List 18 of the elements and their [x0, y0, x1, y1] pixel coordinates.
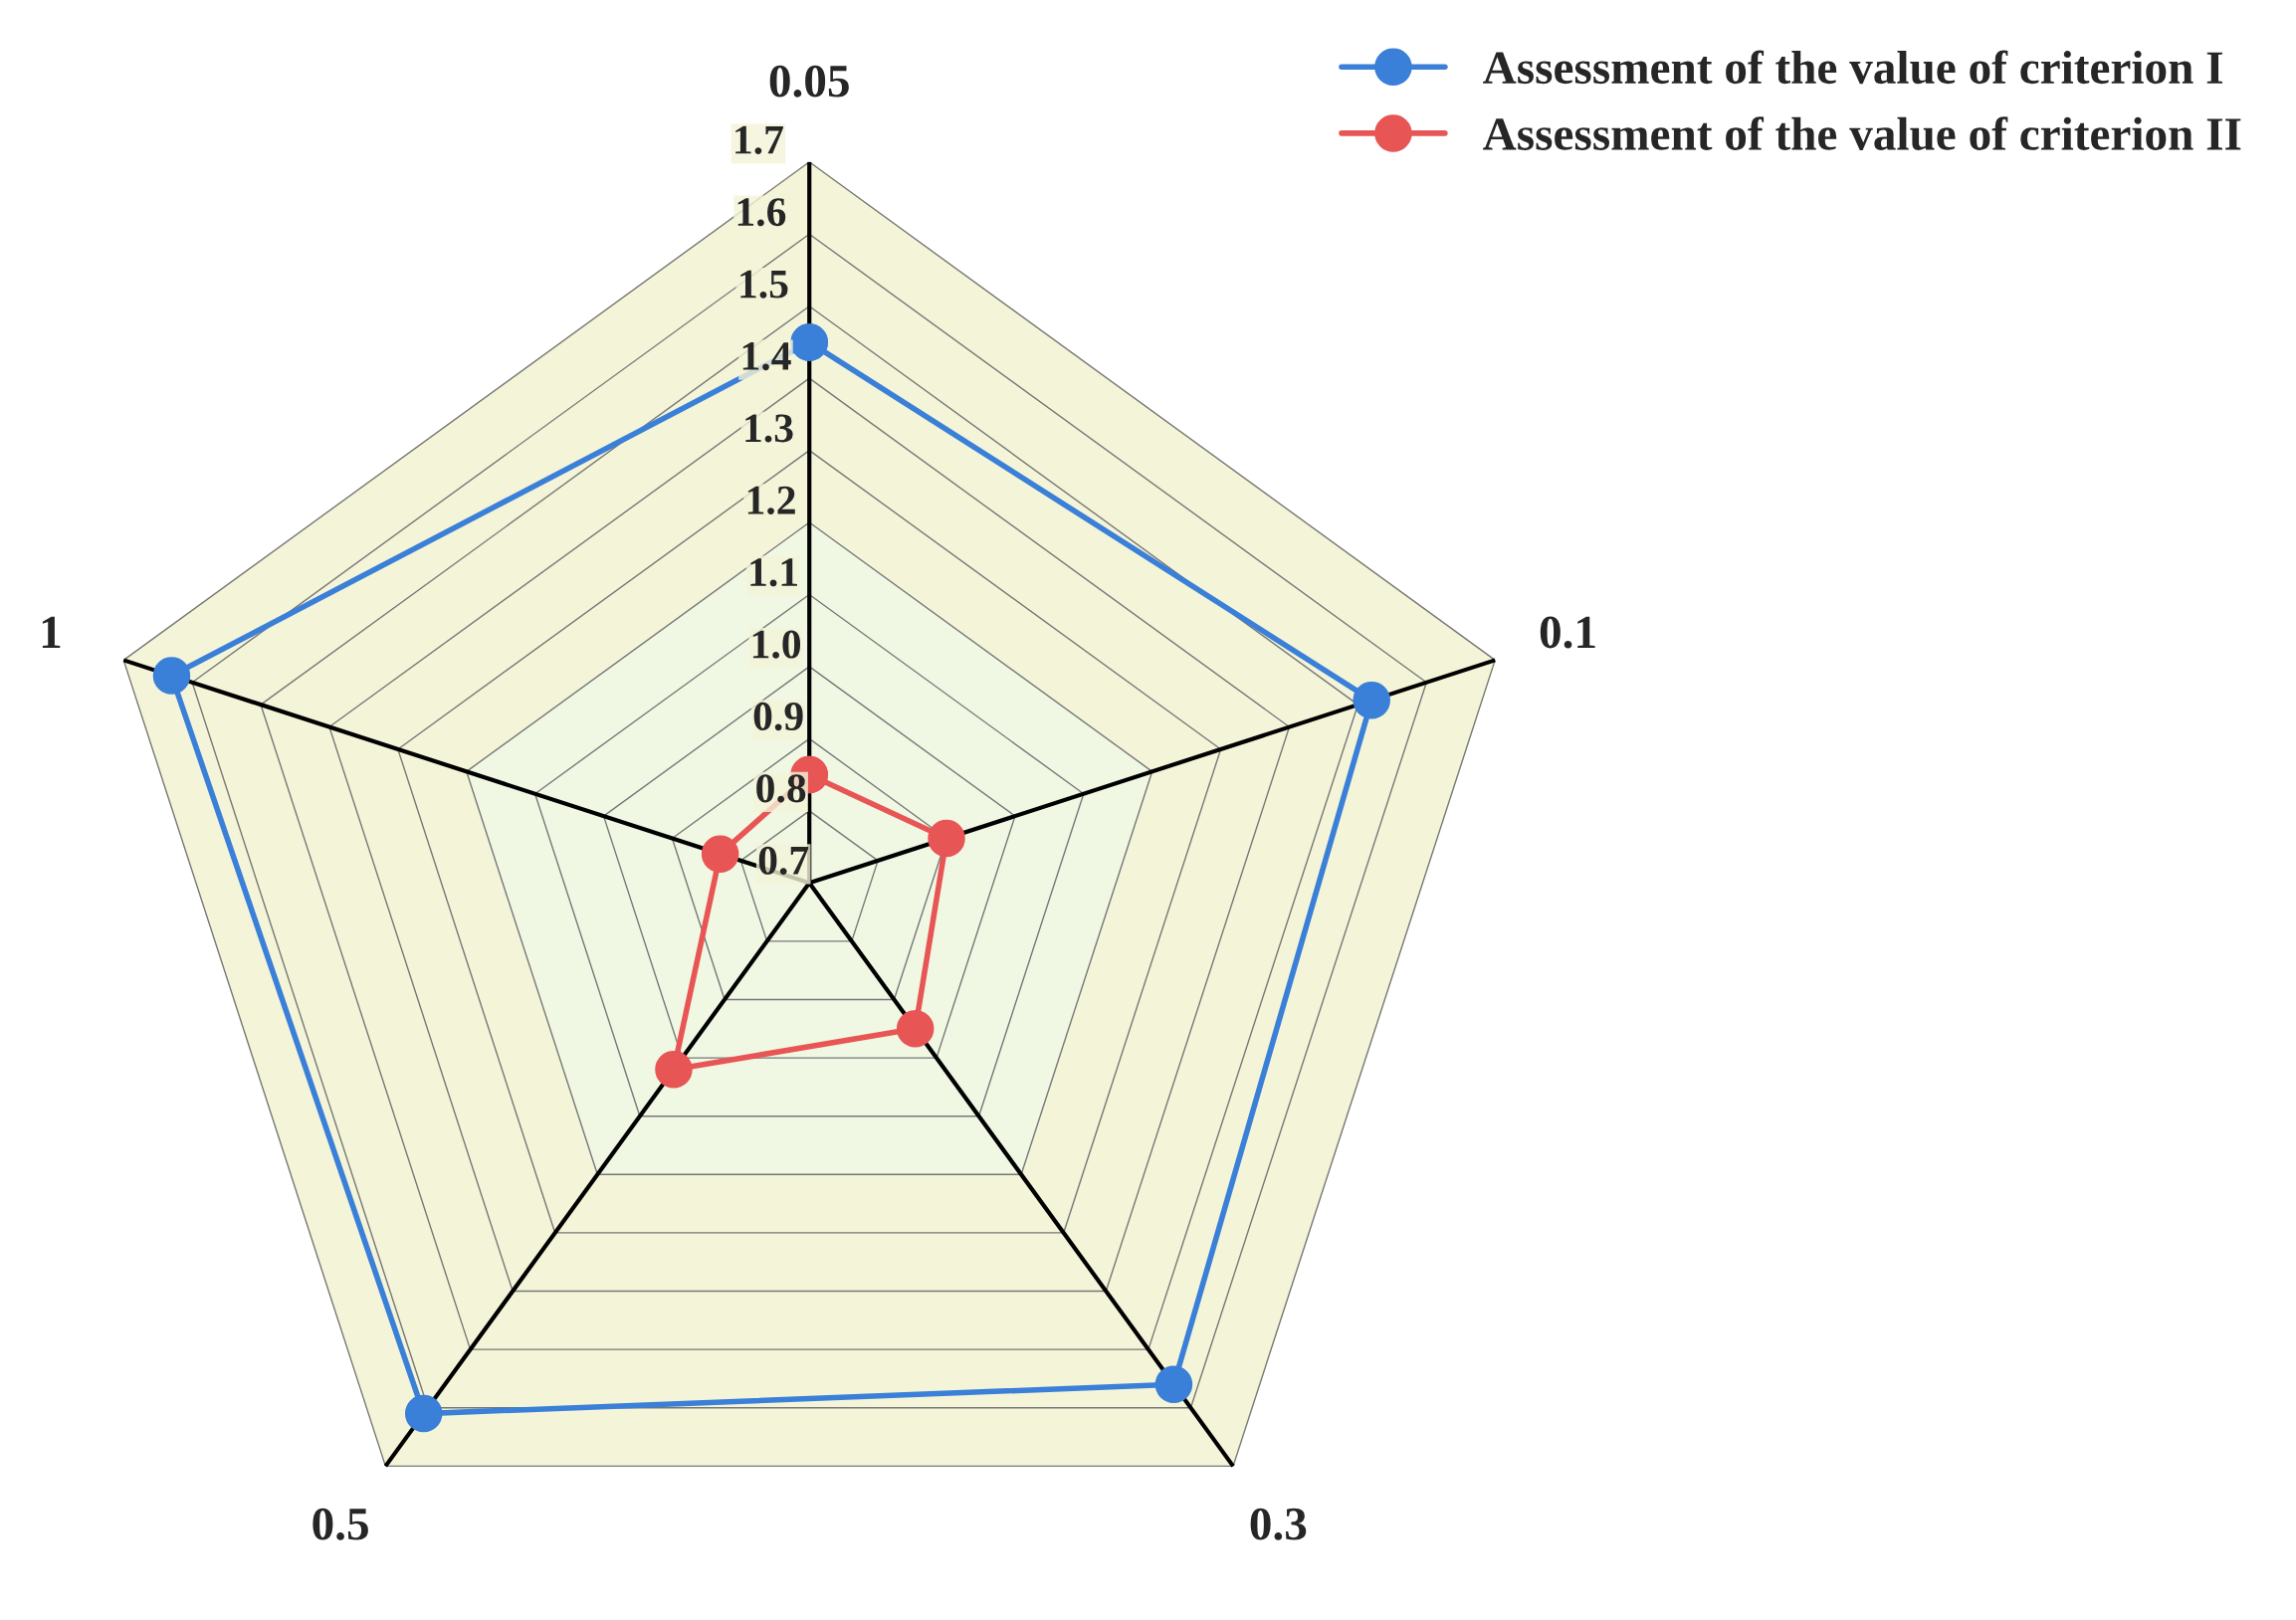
y-tick-label: 0.9	[753, 702, 803, 731]
spoke-label: 0.05	[769, 65, 849, 98]
y-tick-label: 1.6	[737, 198, 786, 227]
y-tick-label: 1.5	[740, 270, 788, 299]
spoke-label: 0.5	[313, 1508, 368, 1540]
y-tick-label: 1.2	[747, 486, 795, 514]
spoke-label: 0.1	[1540, 616, 1595, 649]
y-tick-label: 1.7	[735, 125, 783, 154]
y-tick-label: 0.7	[758, 846, 809, 875]
y-tick-label: 1.0	[752, 630, 801, 659]
y-tick-label: 1.4	[742, 342, 791, 371]
legend-label: Assessment of the value of criterion I	[1483, 50, 2222, 85]
y-tick-label: 1.1	[750, 558, 797, 587]
spoke-label: 1	[42, 616, 61, 648]
spoke-label: 0.3	[1250, 1508, 1307, 1540]
legend-label: Assessment of the value of criterion II	[1483, 116, 2241, 150]
y-tick-label: 1.3	[745, 414, 793, 443]
y-tick-label: 0.8	[756, 774, 806, 803]
